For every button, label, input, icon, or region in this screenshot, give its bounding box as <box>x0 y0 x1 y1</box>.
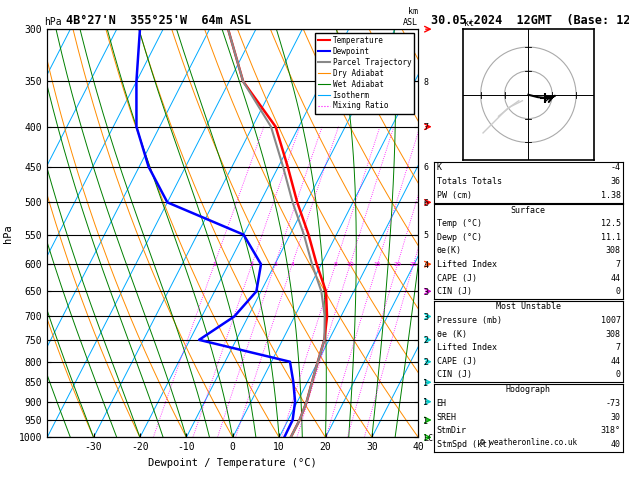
Text: 0: 0 <box>616 287 621 296</box>
Text: K: K <box>437 163 442 173</box>
Text: 12.5: 12.5 <box>601 219 621 228</box>
Text: Lifted Index: Lifted Index <box>437 343 496 352</box>
Y-axis label: hPa: hPa <box>3 224 13 243</box>
Text: 2: 2 <box>250 261 254 267</box>
Text: km
ASL: km ASL <box>403 7 418 27</box>
Text: 11.1: 11.1 <box>601 233 621 242</box>
Text: 40: 40 <box>611 440 621 449</box>
Text: Pressure (mb): Pressure (mb) <box>437 316 501 325</box>
Text: 0: 0 <box>616 370 621 380</box>
Text: 318°: 318° <box>601 426 621 435</box>
Text: 20: 20 <box>394 261 401 267</box>
Text: StmSpd (kt): StmSpd (kt) <box>437 440 491 449</box>
Text: 308: 308 <box>606 330 621 339</box>
Text: Totals Totals: Totals Totals <box>437 177 501 186</box>
Text: 30: 30 <box>611 413 621 422</box>
Text: 36: 36 <box>611 177 621 186</box>
Text: 1007: 1007 <box>601 316 621 325</box>
Text: Dewp (°C): Dewp (°C) <box>437 233 482 242</box>
Text: 308: 308 <box>606 246 621 256</box>
Text: 1: 1 <box>213 261 216 267</box>
Text: Hodograph: Hodograph <box>506 385 551 395</box>
Text: 44: 44 <box>611 274 621 283</box>
Text: CAPE (J): CAPE (J) <box>437 357 477 366</box>
Text: -4: -4 <box>611 163 621 173</box>
Text: 15: 15 <box>374 261 381 267</box>
Text: 7: 7 <box>616 343 621 352</box>
Text: © weatheronline.co.uk: © weatheronline.co.uk <box>480 438 577 447</box>
Text: θe (K): θe (K) <box>437 330 467 339</box>
Text: StmDir: StmDir <box>437 426 467 435</box>
Text: 8: 8 <box>333 261 338 267</box>
Text: CIN (J): CIN (J) <box>437 370 472 380</box>
Text: CIN (J): CIN (J) <box>437 287 472 296</box>
Y-axis label: km
ASL: km ASL <box>441 226 460 241</box>
Text: θe(K): θe(K) <box>437 246 462 256</box>
Text: hPa: hPa <box>44 17 62 27</box>
Text: 4B°27'N  355°25'W  64m ASL: 4B°27'N 355°25'W 64m ASL <box>66 14 252 27</box>
Text: Most Unstable: Most Unstable <box>496 302 561 312</box>
Text: SREH: SREH <box>437 413 457 422</box>
Text: 44: 44 <box>611 357 621 366</box>
Legend: Temperature, Dewpoint, Parcel Trajectory, Dry Adiabat, Wet Adiabat, Isotherm, Mi: Temperature, Dewpoint, Parcel Trajectory… <box>315 33 415 114</box>
Text: Surface: Surface <box>511 206 546 215</box>
Text: 30.05.2024  12GMT  (Base: 12): 30.05.2024 12GMT (Base: 12) <box>431 14 629 27</box>
Text: 1.38: 1.38 <box>601 191 621 200</box>
Text: 10: 10 <box>347 261 354 267</box>
Text: PW (cm): PW (cm) <box>437 191 472 200</box>
Text: 25: 25 <box>409 261 418 267</box>
Text: kt: kt <box>464 19 474 28</box>
Text: CAPE (J): CAPE (J) <box>437 274 477 283</box>
Text: EH: EH <box>437 399 447 408</box>
Text: 3: 3 <box>273 261 277 267</box>
X-axis label: Dewpoint / Temperature (°C): Dewpoint / Temperature (°C) <box>148 458 317 468</box>
Text: Lifted Index: Lifted Index <box>437 260 496 269</box>
Text: 7: 7 <box>616 260 621 269</box>
Text: -73: -73 <box>606 399 621 408</box>
Text: Temp (°C): Temp (°C) <box>437 219 482 228</box>
Text: 4: 4 <box>290 261 294 267</box>
